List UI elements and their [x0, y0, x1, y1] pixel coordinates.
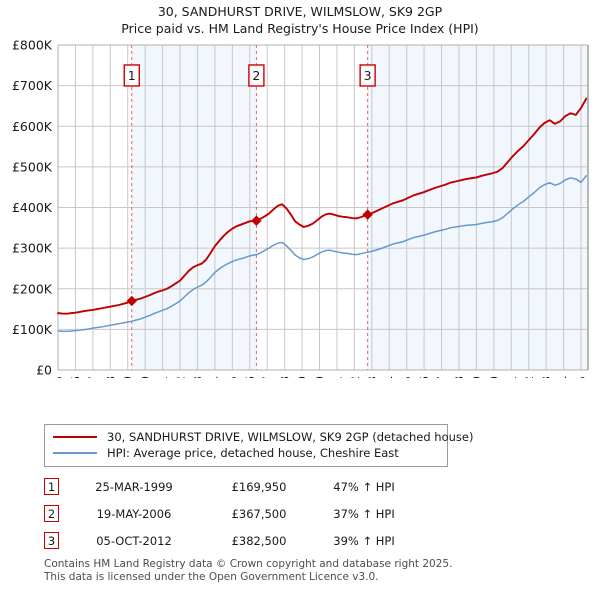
x-axis-tick-label: 2024	[556, 376, 571, 378]
legend-color-swatch	[53, 436, 97, 438]
transaction-point-marker	[362, 209, 373, 220]
chart-title-block: 30, SANDHURST DRIVE, WILMSLOW, SK9 2GP P…	[0, 3, 600, 37]
x-axis-tick-label: 1996	[68, 376, 83, 378]
y-axis-tick-label: £300K	[12, 241, 53, 256]
y-axis-tick-label: £700K	[12, 78, 53, 93]
x-axis-tick-label: 2019	[469, 376, 484, 378]
x-axis-tick-label: 2021	[504, 376, 519, 378]
transaction-marker-label: 2	[252, 68, 260, 83]
transaction-price: £169,950	[231, 479, 287, 494]
x-axis-tick-label: 2025	[574, 376, 589, 378]
x-axis-tick-label: 2007	[260, 376, 275, 378]
price-paid-line	[57, 97, 588, 315]
y-axis-tick-label: £500K	[12, 159, 53, 174]
x-axis-tick-label: 2000	[138, 376, 153, 378]
y-axis-tick-label: £800K	[12, 38, 53, 53]
x-axis-tick-label: 2023	[539, 376, 554, 378]
transactions-table: 1 25-MAR-1999 £169,950 47% ↑ HPI 2 19-MAY-200…	[44, 473, 474, 554]
x-axis-tick-label: 2012	[347, 376, 362, 378]
x-axis-tick-label: 2008	[277, 376, 292, 378]
legend-label: 30, SANDHURST DRIVE, WILMSLOW, SK9 2GP (…	[107, 430, 474, 444]
x-axis-tick-label: 2002	[173, 376, 188, 378]
footer-line-1: Contains HM Land Registry data © Crown c…	[44, 558, 453, 570]
legend-label: HPI: Average price, detached house, Ches…	[107, 446, 399, 460]
x-axis-tick-label: 1999	[120, 376, 135, 378]
hpi-line	[57, 175, 588, 333]
transaction-point-marker	[126, 295, 137, 307]
transaction-marker-box	[359, 64, 376, 87]
x-axis-tick-label: 2013	[364, 376, 379, 378]
transaction-index-badge: 1	[44, 478, 59, 495]
x-axis-tick-label: 2017	[434, 376, 449, 378]
footer-line-2: This data is licensed under the Open Gov…	[44, 570, 379, 583]
x-axis-tick-label: 2001	[155, 376, 170, 378]
x-axis-tick-label: 1998	[103, 376, 118, 378]
chart-canvas: £0 £100K £200K £300K £400K £500K £600K £700K £80…	[12, 38, 589, 378]
transaction-price: £367,500	[231, 506, 287, 521]
y-axis-tick-label: £600K	[12, 119, 53, 134]
x-axis-tick-label: 2004	[207, 376, 222, 378]
x-axis-tick-label: 2011	[329, 376, 344, 378]
y-axis-tick-label: £200K	[12, 281, 53, 296]
page-title: 30, SANDHURST DRIVE, WILMSLOW, SK9 2GP	[157, 4, 443, 19]
transaction-marker-label: 3	[364, 68, 372, 83]
x-axis-tick-label: 2018	[451, 376, 466, 378]
transaction-date: 19-MAY-2006	[96, 506, 172, 521]
transaction-marker-label: 1	[128, 68, 136, 83]
transaction-date: 25-MAR-1999	[95, 479, 173, 494]
x-axis-tick-label: 2022	[521, 376, 536, 378]
legend-item: 30, SANDHURST DRIVE, WILMSLOW, SK9 2GP (…	[45, 429, 473, 445]
x-axis-tick-label: 2005	[225, 376, 240, 378]
transaction-marker-box	[248, 64, 265, 87]
x-axis-tick-label: 2020	[486, 376, 501, 378]
transaction-index-badge: 3	[44, 532, 59, 549]
y-axis-tick-label: £0	[36, 363, 52, 378]
price-history-chart: £0 £100K £200K £300K £400K £500K £600K £700K £80…	[0, 38, 600, 378]
transaction-hpi-delta: 37% ↑ HPI	[333, 506, 395, 521]
transaction-hpi-delta: 39% ↑ HPI	[333, 533, 395, 548]
x-axis-tick-label: 1995	[51, 376, 66, 378]
x-axis-tick-label: 2016	[417, 376, 432, 378]
legend-item: HPI: Average price, detached house, Ches…	[45, 445, 447, 461]
table-row: 2 19-MAY-2006 £367,500 37% ↑ HPI	[44, 500, 474, 527]
transaction-price: £382,500	[231, 533, 287, 548]
table-row: 1 25-MAR-1999 £169,950 47% ↑ HPI	[44, 473, 474, 500]
legend-color-swatch	[53, 452, 97, 454]
page-subtitle: Price paid vs. HM Land Registry's House …	[121, 21, 479, 36]
x-axis-tick-label: 2006	[242, 376, 257, 378]
y-axis-tick-label: £400K	[12, 200, 53, 215]
transaction-hpi-delta: 47% ↑ HPI	[333, 479, 395, 494]
footer-attribution: Contains HM Land Registry data © Crown c…	[44, 558, 584, 583]
x-axis-tick-label: 2015	[399, 376, 414, 378]
x-axis-tick-label: 2014	[382, 376, 397, 378]
x-axis-tick-label: 2003	[190, 376, 205, 378]
transaction-date: 05-OCT-2012	[96, 533, 172, 548]
chart-legend: 30, SANDHURST DRIVE, WILMSLOW, SK9 2GP (…	[44, 424, 473, 467]
transaction-point-marker	[251, 215, 262, 226]
x-axis-tick-label: 2009	[295, 376, 310, 378]
table-row: 3 05-OCT-2012 £382,500 39% ↑ HPI	[44, 527, 474, 554]
x-axis-tick-label: 2010	[312, 376, 327, 378]
transaction-marker-box	[123, 64, 140, 87]
y-axis-tick-label: £100K	[12, 322, 53, 337]
x-axis-tick-label: 1997	[85, 376, 100, 378]
transaction-index-badge: 2	[44, 505, 59, 522]
